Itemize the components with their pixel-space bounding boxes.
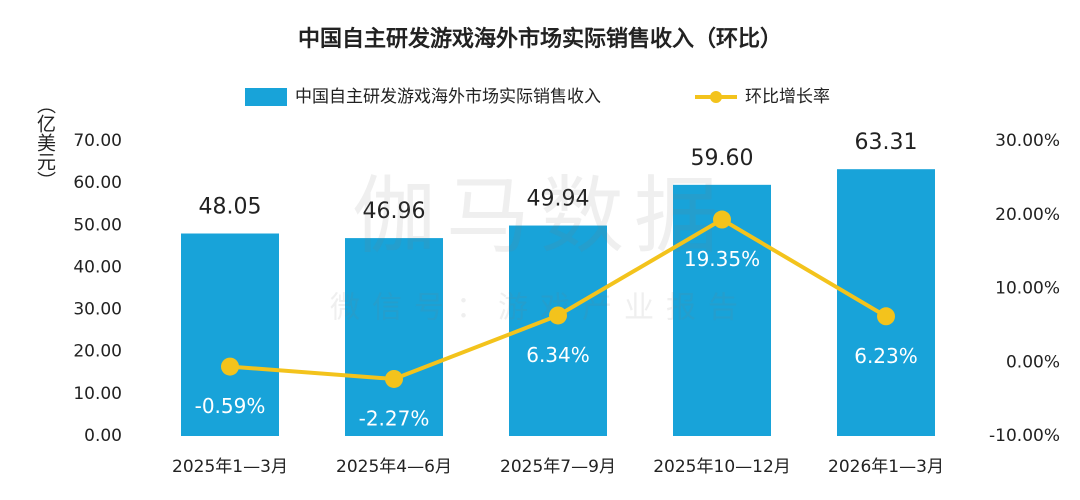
line-point [385, 369, 403, 388]
chart-title: 中国自主研发游戏海外市场实际销售收入（环比） [298, 26, 782, 52]
bar [345, 238, 443, 436]
y-tick-label: 10.00 [73, 384, 122, 404]
line-point [549, 306, 567, 325]
bar [509, 225, 607, 436]
y-tick-label: 60.00 [73, 173, 122, 193]
bar [181, 233, 279, 436]
line-value-label: 6.23% [854, 344, 918, 368]
bar-value-label: 48.05 [199, 195, 262, 220]
line-point [713, 210, 731, 229]
x-tick-label: 2026年1—3月 [828, 457, 944, 477]
y-tick-label: 50.00 [73, 215, 122, 235]
y2-tick-label: 10.00% [995, 279, 1060, 299]
y2-tick-label: 30.00% [995, 131, 1060, 151]
line-value-label: 19.35% [684, 247, 760, 271]
watermark-subtitle: 微信号：游戏产业报告 [330, 291, 750, 326]
line-point [877, 307, 895, 326]
y-tick-label: 30.00 [73, 300, 122, 320]
bar-value-label: 63.31 [855, 130, 918, 155]
line-point [221, 357, 239, 376]
line-value-label: -2.27% [359, 406, 430, 430]
x-tick-label: 2025年4—6月 [336, 457, 452, 477]
bar [837, 169, 935, 436]
x-tick-label: 2025年10—12月 [653, 457, 791, 477]
y2-tick-label: -10.00% [989, 426, 1060, 446]
x-tick-label: 2025年7—9月 [500, 457, 616, 477]
legend-label: 环比增长率 [745, 87, 830, 107]
legend-swatch [245, 88, 287, 106]
y-tick-label: 0.00 [84, 426, 122, 446]
bar-value-label: 49.94 [527, 187, 590, 212]
y2-tick-label: 0.00% [1006, 352, 1060, 372]
legend-swatch [710, 91, 722, 103]
y-tick-label: 70.00 [73, 131, 122, 151]
y2-tick-label: 20.00% [995, 205, 1060, 225]
bar-value-label: 46.96 [363, 199, 426, 224]
bar-value-label: 59.60 [691, 146, 754, 171]
watermark: 伽马数据 [352, 167, 728, 265]
y-tick-label: 40.00 [73, 257, 122, 277]
y-tick-label: 20.00 [73, 342, 122, 362]
x-tick-label: 2025年1—3月 [172, 457, 288, 477]
legend-label: 中国自主研发游戏海外市场实际销售收入 [295, 87, 601, 107]
y-axis-label: （亿美元） [34, 95, 56, 190]
line-value-label: -0.59% [195, 394, 266, 418]
line-value-label: 6.34% [526, 343, 590, 367]
